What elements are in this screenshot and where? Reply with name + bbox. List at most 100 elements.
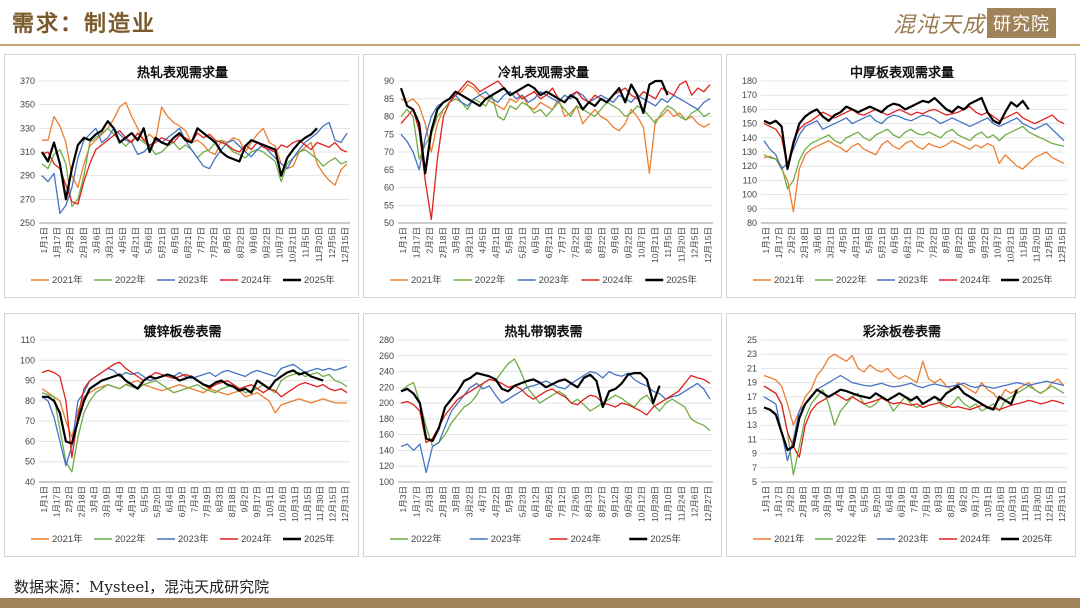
legend-label: 2023年 — [898, 533, 929, 545]
x-tick-label: 6月5日 — [890, 227, 900, 253]
company-logo: 混沌天成 研究院 — [893, 8, 1056, 38]
legend-label: 2022年 — [836, 533, 867, 545]
y-tick-label: 75 — [384, 129, 394, 139]
x-tick-label: 12月31日 — [340, 486, 350, 522]
legend-label: 2025年 — [1022, 533, 1053, 545]
footer-bar — [0, 598, 1080, 608]
x-tick-label: 4月22日 — [491, 486, 501, 517]
x-tick-label: 5月20日 — [152, 486, 162, 517]
series-line — [42, 101, 348, 189]
x-tick-label: 5月5日 — [139, 486, 149, 512]
x-tick-label: 8月22日 — [235, 227, 245, 258]
legend-label: 2025年 — [304, 274, 335, 286]
x-tick-label: 12月27日 — [703, 486, 713, 522]
y-tick-label: 13 — [747, 420, 757, 430]
y-tick-label: 60 — [384, 183, 394, 193]
chart-panel-cold-rolled: 冷轧表观需求量 50 55 60 65 70 75 80 85 90 1月1日 1月17日 2月2日 2月… — [363, 54, 722, 298]
x-tick-label: 7月22日 — [928, 227, 938, 258]
series-line — [763, 105, 1065, 167]
legend-label: 2024年 — [960, 533, 991, 545]
x-tick-label: 10月7日 — [637, 227, 647, 258]
chart-panel-medium-plate: 中厚板表观需求量 80 90 100 110 120 130 140 150 160 170 180 1… — [726, 54, 1076, 298]
chart-svg: 冷轧表观需求量 50 55 60 65 70 75 80 85 90 1月1日 1月17日 2月2日 2月… — [384, 65, 713, 286]
legend-label: 2024年 — [241, 533, 272, 545]
x-tick-label: 10月21日 — [288, 227, 298, 263]
legend-label: 2025年 — [304, 533, 335, 545]
x-tick-label: 1月1日 — [398, 227, 408, 253]
y-tick-label: 9 — [752, 449, 757, 459]
series-line — [763, 353, 1065, 426]
x-tick-label: 4月21日 — [131, 227, 141, 258]
x-tick-label: 11月20日 — [314, 227, 324, 262]
y-tick-label: 140 — [742, 133, 757, 143]
chart-svg: 热轧带钢表需 100 120 140 160 180 200 220 240 260 280 1月3日… — [379, 324, 713, 545]
x-tick-label: 3月4日 — [810, 486, 820, 512]
x-tick-label: 3月22日 — [464, 486, 474, 517]
x-tick-label: 11月20日 — [1031, 227, 1041, 262]
x-tick-label: 1月1日 — [761, 227, 771, 253]
x-tick-label: 3月6日 — [91, 227, 101, 253]
series-line — [400, 91, 711, 171]
y-tick-label: 200 — [379, 398, 394, 408]
y-tick-label: 90 — [384, 76, 394, 86]
chart-svg: 镀锌板卷表需 40 50 60 70 80 90 100 110 1月1日 1月17日 2月2日 2月1… — [20, 324, 350, 545]
y-tick-label: 100 — [20, 355, 35, 365]
x-tick-label: 9月17日 — [252, 486, 262, 517]
page-title: 需求：制造业 — [12, 11, 157, 37]
x-tick-label: 11月5日 — [301, 227, 311, 258]
x-tick-label: 2月18日 — [798, 486, 808, 517]
x-tick-label: 8月27日 — [597, 486, 607, 517]
x-tick-label: 11月15日 — [1020, 486, 1030, 521]
chart-title: 彩涂板卷表需 — [862, 324, 941, 340]
x-tick-label: 3月21日 — [104, 227, 114, 258]
y-tick-label: 330 — [20, 123, 35, 133]
y-tick-label: 23 — [747, 349, 757, 359]
x-tick-label: 10月31日 — [290, 486, 300, 522]
x-tick-label: 1月17日 — [52, 227, 62, 258]
x-tick-label: 6月4日 — [884, 486, 894, 512]
x-tick-label: 7月19日 — [921, 486, 931, 517]
x-tick-label: 12月6日 — [690, 486, 700, 517]
x-tick-label: 8月18日 — [946, 486, 956, 517]
x-tick-label: 5月9日 — [504, 486, 514, 512]
y-tick-label: 100 — [379, 477, 394, 487]
x-tick-label: 10月21日 — [650, 227, 660, 263]
x-tick-label: 6月12日 — [531, 486, 541, 517]
x-tick-label: 5月21日 — [877, 227, 887, 258]
y-tick-label: 110 — [21, 335, 35, 345]
header: 需求：制造业 混沌天成 研究院 — [0, 0, 1080, 46]
series-line — [400, 370, 711, 474]
y-tick-label: 260 — [379, 351, 394, 361]
series-line — [763, 96, 1030, 171]
y-tick-label: 50 — [25, 457, 35, 467]
x-tick-label: 6月4日 — [164, 486, 174, 512]
x-tick-label: 12月15日 — [1057, 227, 1067, 263]
chart-title: 热轧表观需求量 — [137, 65, 228, 81]
y-tick-label: 280 — [379, 335, 394, 345]
x-tick-label: 11月10日 — [663, 486, 673, 521]
y-tick-label: 100 — [742, 190, 757, 200]
x-tick-label: 9月2日 — [958, 486, 968, 512]
y-tick-label: 140 — [379, 445, 394, 455]
series-line — [41, 120, 318, 201]
series-line — [41, 361, 348, 459]
x-tick-label: 4月7日 — [478, 486, 488, 512]
x-tick-label: 7月7日 — [557, 227, 567, 253]
y-tick-label: 85 — [384, 94, 394, 104]
y-tick-label: 370 — [20, 76, 35, 86]
x-tick-label: 12月15日 — [703, 227, 713, 263]
y-tick-label: 160 — [742, 104, 757, 114]
x-tick-label: 12月5日 — [690, 227, 700, 258]
x-tick-label: 8月6日 — [941, 227, 951, 253]
x-tick-label: 3月6日 — [812, 227, 822, 253]
y-tick-label: 290 — [20, 171, 35, 181]
series-line — [42, 369, 324, 445]
x-tick-label: 6月19日 — [897, 486, 907, 517]
series-line — [763, 385, 1065, 458]
x-tick-label: 4月5日 — [838, 227, 848, 253]
legend-label: 2021年 — [411, 274, 442, 286]
x-tick-label: 10月31日 — [1008, 486, 1018, 522]
x-tick-label: 2月2日 — [65, 227, 75, 253]
x-tick-label: 4月5日 — [118, 227, 128, 253]
y-tick-label: 110 — [743, 175, 757, 185]
